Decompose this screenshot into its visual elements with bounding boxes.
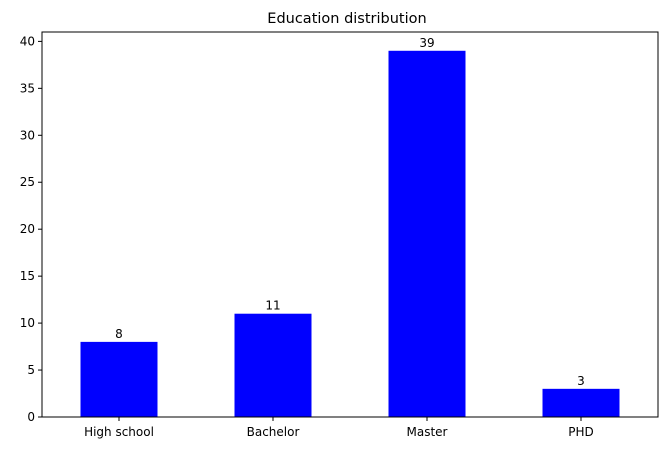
bar — [234, 313, 312, 417]
bar-value-label: 8 — [115, 327, 123, 341]
x-tick-label: Bachelor — [247, 425, 300, 439]
bar — [80, 341, 158, 417]
bar-value-label: 11 — [265, 299, 280, 313]
y-tick-label: 0 — [27, 410, 35, 424]
x-tick-label: Master — [407, 425, 448, 439]
chart-title: Education distribution — [267, 11, 426, 27]
bars — [80, 50, 620, 417]
y-tick-label: 5 — [27, 363, 35, 377]
plot-frame — [41, 31, 659, 418]
x-axis: High school Bachelor Master PHD — [84, 417, 594, 439]
bar — [388, 50, 466, 417]
y-tick-label: 40 — [20, 34, 35, 48]
y-tick-label: 15 — [20, 269, 35, 283]
x-tick-label: PHD — [568, 425, 594, 439]
bar — [542, 388, 620, 417]
y-axis: 0 5 10 15 20 25 30 35 40 — [20, 34, 42, 424]
data-labels: 8 11 39 3 — [115, 36, 585, 388]
bar-value-label: 39 — [419, 36, 434, 50]
y-tick-label: 30 — [20, 128, 35, 142]
bar-value-label: 3 — [577, 374, 585, 388]
x-tick-label: High school — [84, 425, 154, 439]
y-tick-label: 10 — [20, 316, 35, 330]
y-tick-label: 20 — [20, 222, 35, 236]
y-tick-label: 25 — [20, 175, 35, 189]
y-tick-label: 35 — [20, 81, 35, 95]
